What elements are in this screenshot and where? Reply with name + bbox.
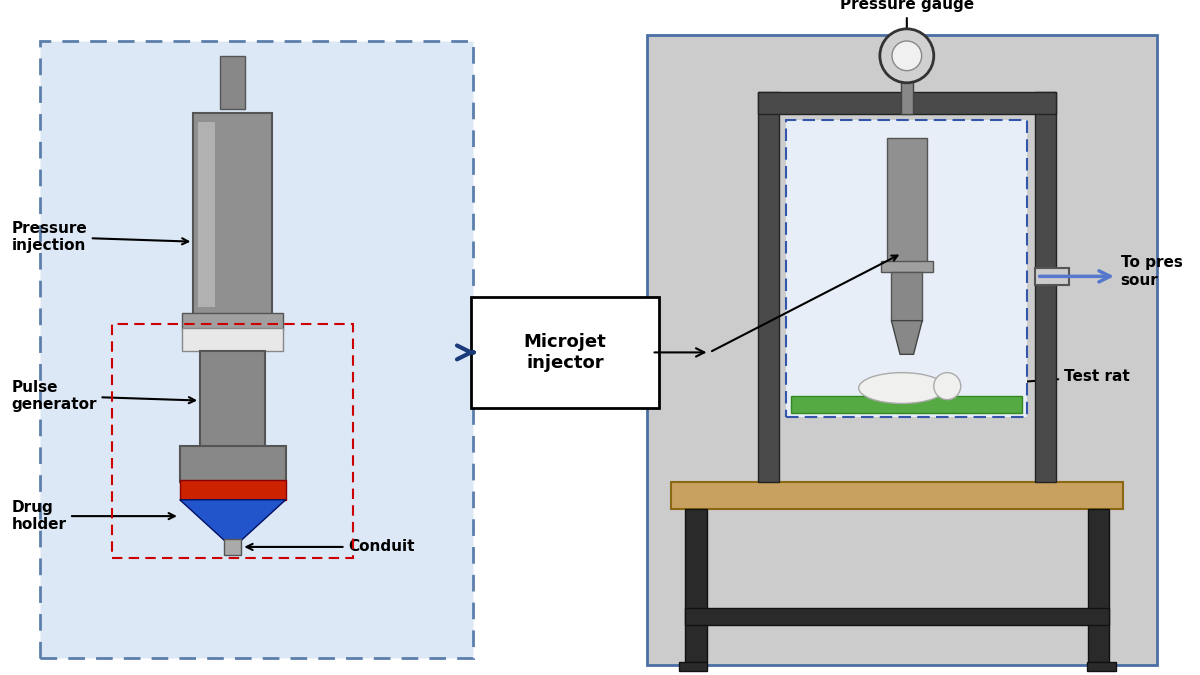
FancyBboxPatch shape — [180, 446, 286, 483]
Circle shape — [934, 373, 961, 400]
Text: To pres
sour: To pres sour — [1121, 255, 1182, 288]
Text: Conduit: Conduit — [246, 539, 415, 554]
FancyBboxPatch shape — [182, 328, 283, 352]
Circle shape — [892, 41, 922, 71]
Text: Pulse
generator: Pulse generator — [11, 379, 194, 412]
FancyBboxPatch shape — [685, 608, 1109, 625]
FancyBboxPatch shape — [1087, 662, 1116, 671]
Polygon shape — [180, 500, 286, 540]
Text: Test rat: Test rat — [941, 369, 1129, 390]
FancyBboxPatch shape — [892, 273, 923, 321]
Text: Pressure
injection: Pressure injection — [11, 221, 188, 253]
FancyBboxPatch shape — [40, 41, 474, 657]
FancyBboxPatch shape — [647, 34, 1157, 666]
FancyBboxPatch shape — [881, 261, 932, 273]
FancyBboxPatch shape — [685, 510, 707, 662]
FancyBboxPatch shape — [193, 113, 272, 317]
FancyBboxPatch shape — [757, 92, 1056, 113]
FancyBboxPatch shape — [1034, 92, 1056, 483]
FancyBboxPatch shape — [887, 138, 928, 263]
FancyBboxPatch shape — [678, 662, 708, 671]
FancyBboxPatch shape — [1088, 510, 1109, 662]
FancyBboxPatch shape — [180, 481, 286, 500]
FancyBboxPatch shape — [224, 539, 241, 555]
FancyBboxPatch shape — [757, 92, 779, 483]
Text: Drug
holder: Drug holder — [11, 500, 175, 533]
FancyBboxPatch shape — [671, 483, 1123, 510]
FancyBboxPatch shape — [470, 296, 659, 408]
FancyBboxPatch shape — [786, 120, 1027, 417]
Polygon shape — [892, 321, 923, 354]
FancyBboxPatch shape — [901, 73, 912, 113]
FancyBboxPatch shape — [200, 352, 265, 448]
FancyBboxPatch shape — [221, 56, 245, 109]
FancyBboxPatch shape — [1034, 268, 1068, 285]
FancyBboxPatch shape — [791, 396, 1022, 413]
FancyBboxPatch shape — [182, 313, 283, 330]
Text: Microjet
injector: Microjet injector — [523, 333, 606, 372]
Ellipse shape — [859, 373, 946, 404]
Circle shape — [880, 29, 934, 83]
FancyBboxPatch shape — [198, 122, 216, 307]
Text: Pressure gauge: Pressure gauge — [840, 0, 974, 78]
